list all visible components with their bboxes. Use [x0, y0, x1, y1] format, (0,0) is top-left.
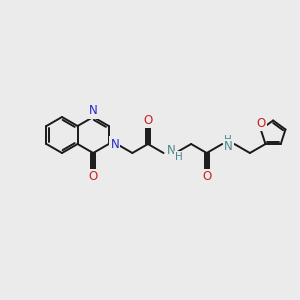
Text: N: N: [224, 140, 233, 154]
Text: N: N: [167, 145, 176, 158]
Text: O: O: [256, 117, 266, 130]
Text: O: O: [202, 170, 211, 184]
Text: N: N: [110, 137, 119, 151]
Text: H: H: [224, 135, 232, 145]
Text: H: H: [175, 152, 182, 162]
Text: O: O: [88, 170, 98, 184]
Text: O: O: [143, 113, 153, 127]
Text: N: N: [89, 104, 98, 118]
